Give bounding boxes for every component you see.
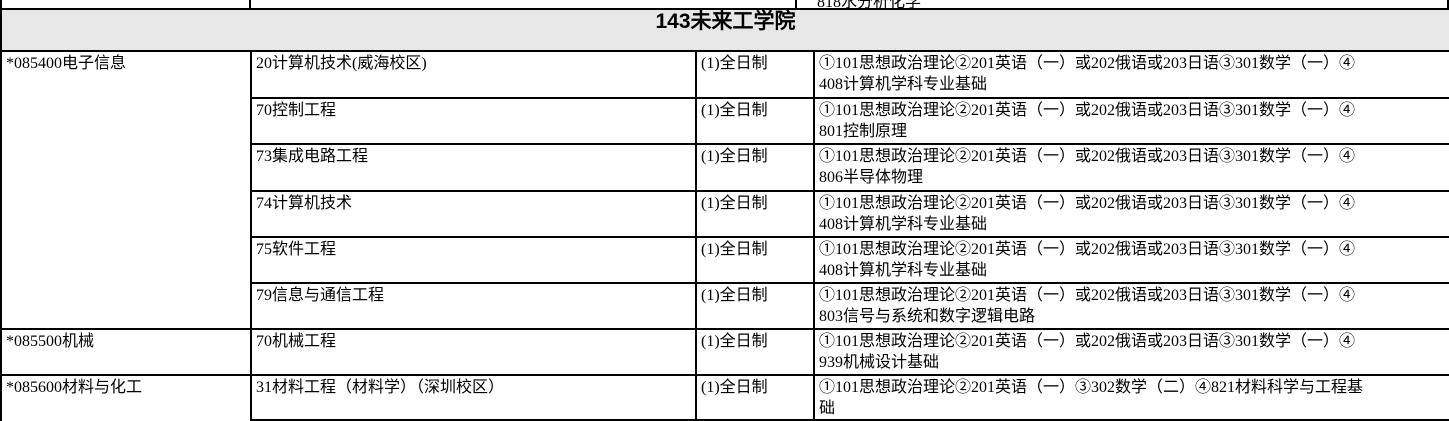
table-border-left: [0, 0, 2, 8]
section-header-row: 143未来工学院: [0, 8, 1449, 52]
program-cell: *085600材料与化工: [0, 374, 252, 421]
table-border-col3: [795, 0, 797, 8]
direction-cell: 79信息与通信工程: [250, 282, 697, 330]
subjects-cell: ①101思想政治理论②201英语（一）或202俄语或203日语③301数学（一）…: [812, 190, 1449, 238]
mode-cell: (1)全日制: [695, 374, 815, 421]
direction-cell: 70控制工程: [250, 97, 697, 145]
direction-cell: 75软件工程: [250, 236, 697, 284]
direction-cell: 20计算机技术(威海校区): [250, 50, 697, 99]
mode-cell: (1)全日制: [695, 190, 815, 238]
admissions-table: 143未来工学院 *085400电子信息 20计算机技术(威海校区) (1)全日…: [0, 8, 1449, 421]
mode-cell: (1)全日制: [695, 97, 815, 145]
direction-cell: 31材料工程（材料学）（深圳校区）: [250, 374, 697, 421]
table-border-right: [1447, 0, 1449, 8]
subjects-cell: ①101思想政治理论②201英语（一）或202俄语或203日语③301数学（一）…: [812, 50, 1449, 99]
clipped-row-fragment: 818水分析化学: [817, 0, 921, 8]
direction-cell: 73集成电路工程: [250, 143, 697, 192]
table-row: 75软件工程 (1)全日制 ①101思想政治理论②201英语（一）或202俄语或…: [1, 236, 1449, 284]
mode-cell: (1)全日制: [695, 143, 815, 192]
subjects-cell: ①101思想政治理论②201英语（一）或202俄语或203日语③301数学（一）…: [812, 143, 1449, 192]
direction-cell: 70机械工程: [250, 328, 697, 376]
program-cell: *085400电子信息: [0, 50, 252, 330]
table-row: *085600材料与化工 31材料工程（材料学）（深圳校区） (1)全日制 ①1…: [0, 374, 1449, 421]
table-row: 74计算机技术 (1)全日制 ①101思想政治理论②201英语（一）或202俄语…: [1, 190, 1449, 238]
subjects-cell: ①101思想政治理论②201英语（一）或202俄语或203日语③301数学（一）…: [812, 236, 1449, 284]
subjects-cell: ①101思想政治理论②201英语（一）或202俄语或203日语③301数学（一）…: [812, 328, 1449, 376]
subjects-cell: ①101思想政治理论②201英语（一）③302数学（二）④821材料科学与工程基…: [812, 374, 1449, 421]
subjects-cell: ①101思想政治理论②201英语（一）或202俄语或203日语③301数学（一）…: [812, 97, 1449, 145]
table-row: 79信息与通信工程 (1)全日制 ①101思想政治理论②201英语（一）或202…: [1, 282, 1449, 330]
mode-cell: (1)全日制: [695, 328, 815, 376]
direction-cell: 74计算机技术: [250, 190, 697, 238]
table-row: *085500机械 70机械工程 (1)全日制 ①101思想政治理论②201英语…: [0, 328, 1449, 376]
section-header: 143未来工学院: [0, 8, 1449, 52]
table-row: 73集成电路工程 (1)全日制 ①101思想政治理论②201英语（一）或202俄…: [1, 143, 1449, 192]
mode-cell: (1)全日制: [695, 50, 815, 99]
table-row: 70控制工程 (1)全日制 ①101思想政治理论②201英语（一）或202俄语或…: [1, 97, 1449, 145]
subjects-cell: ①101思想政治理论②201英语（一）或202俄语或203日语③301数学（一）…: [812, 282, 1449, 330]
mode-cell: (1)全日制: [695, 236, 815, 284]
mode-cell: (1)全日制: [695, 282, 815, 330]
table-row: *085400电子信息 20计算机技术(威海校区) (1)全日制 ①101思想政…: [0, 50, 1449, 330]
table-border-col1: [249, 0, 251, 8]
program-cell: *085500机械: [0, 328, 252, 376]
clipped-previous-row: 818水分析化学: [0, 0, 1449, 8]
